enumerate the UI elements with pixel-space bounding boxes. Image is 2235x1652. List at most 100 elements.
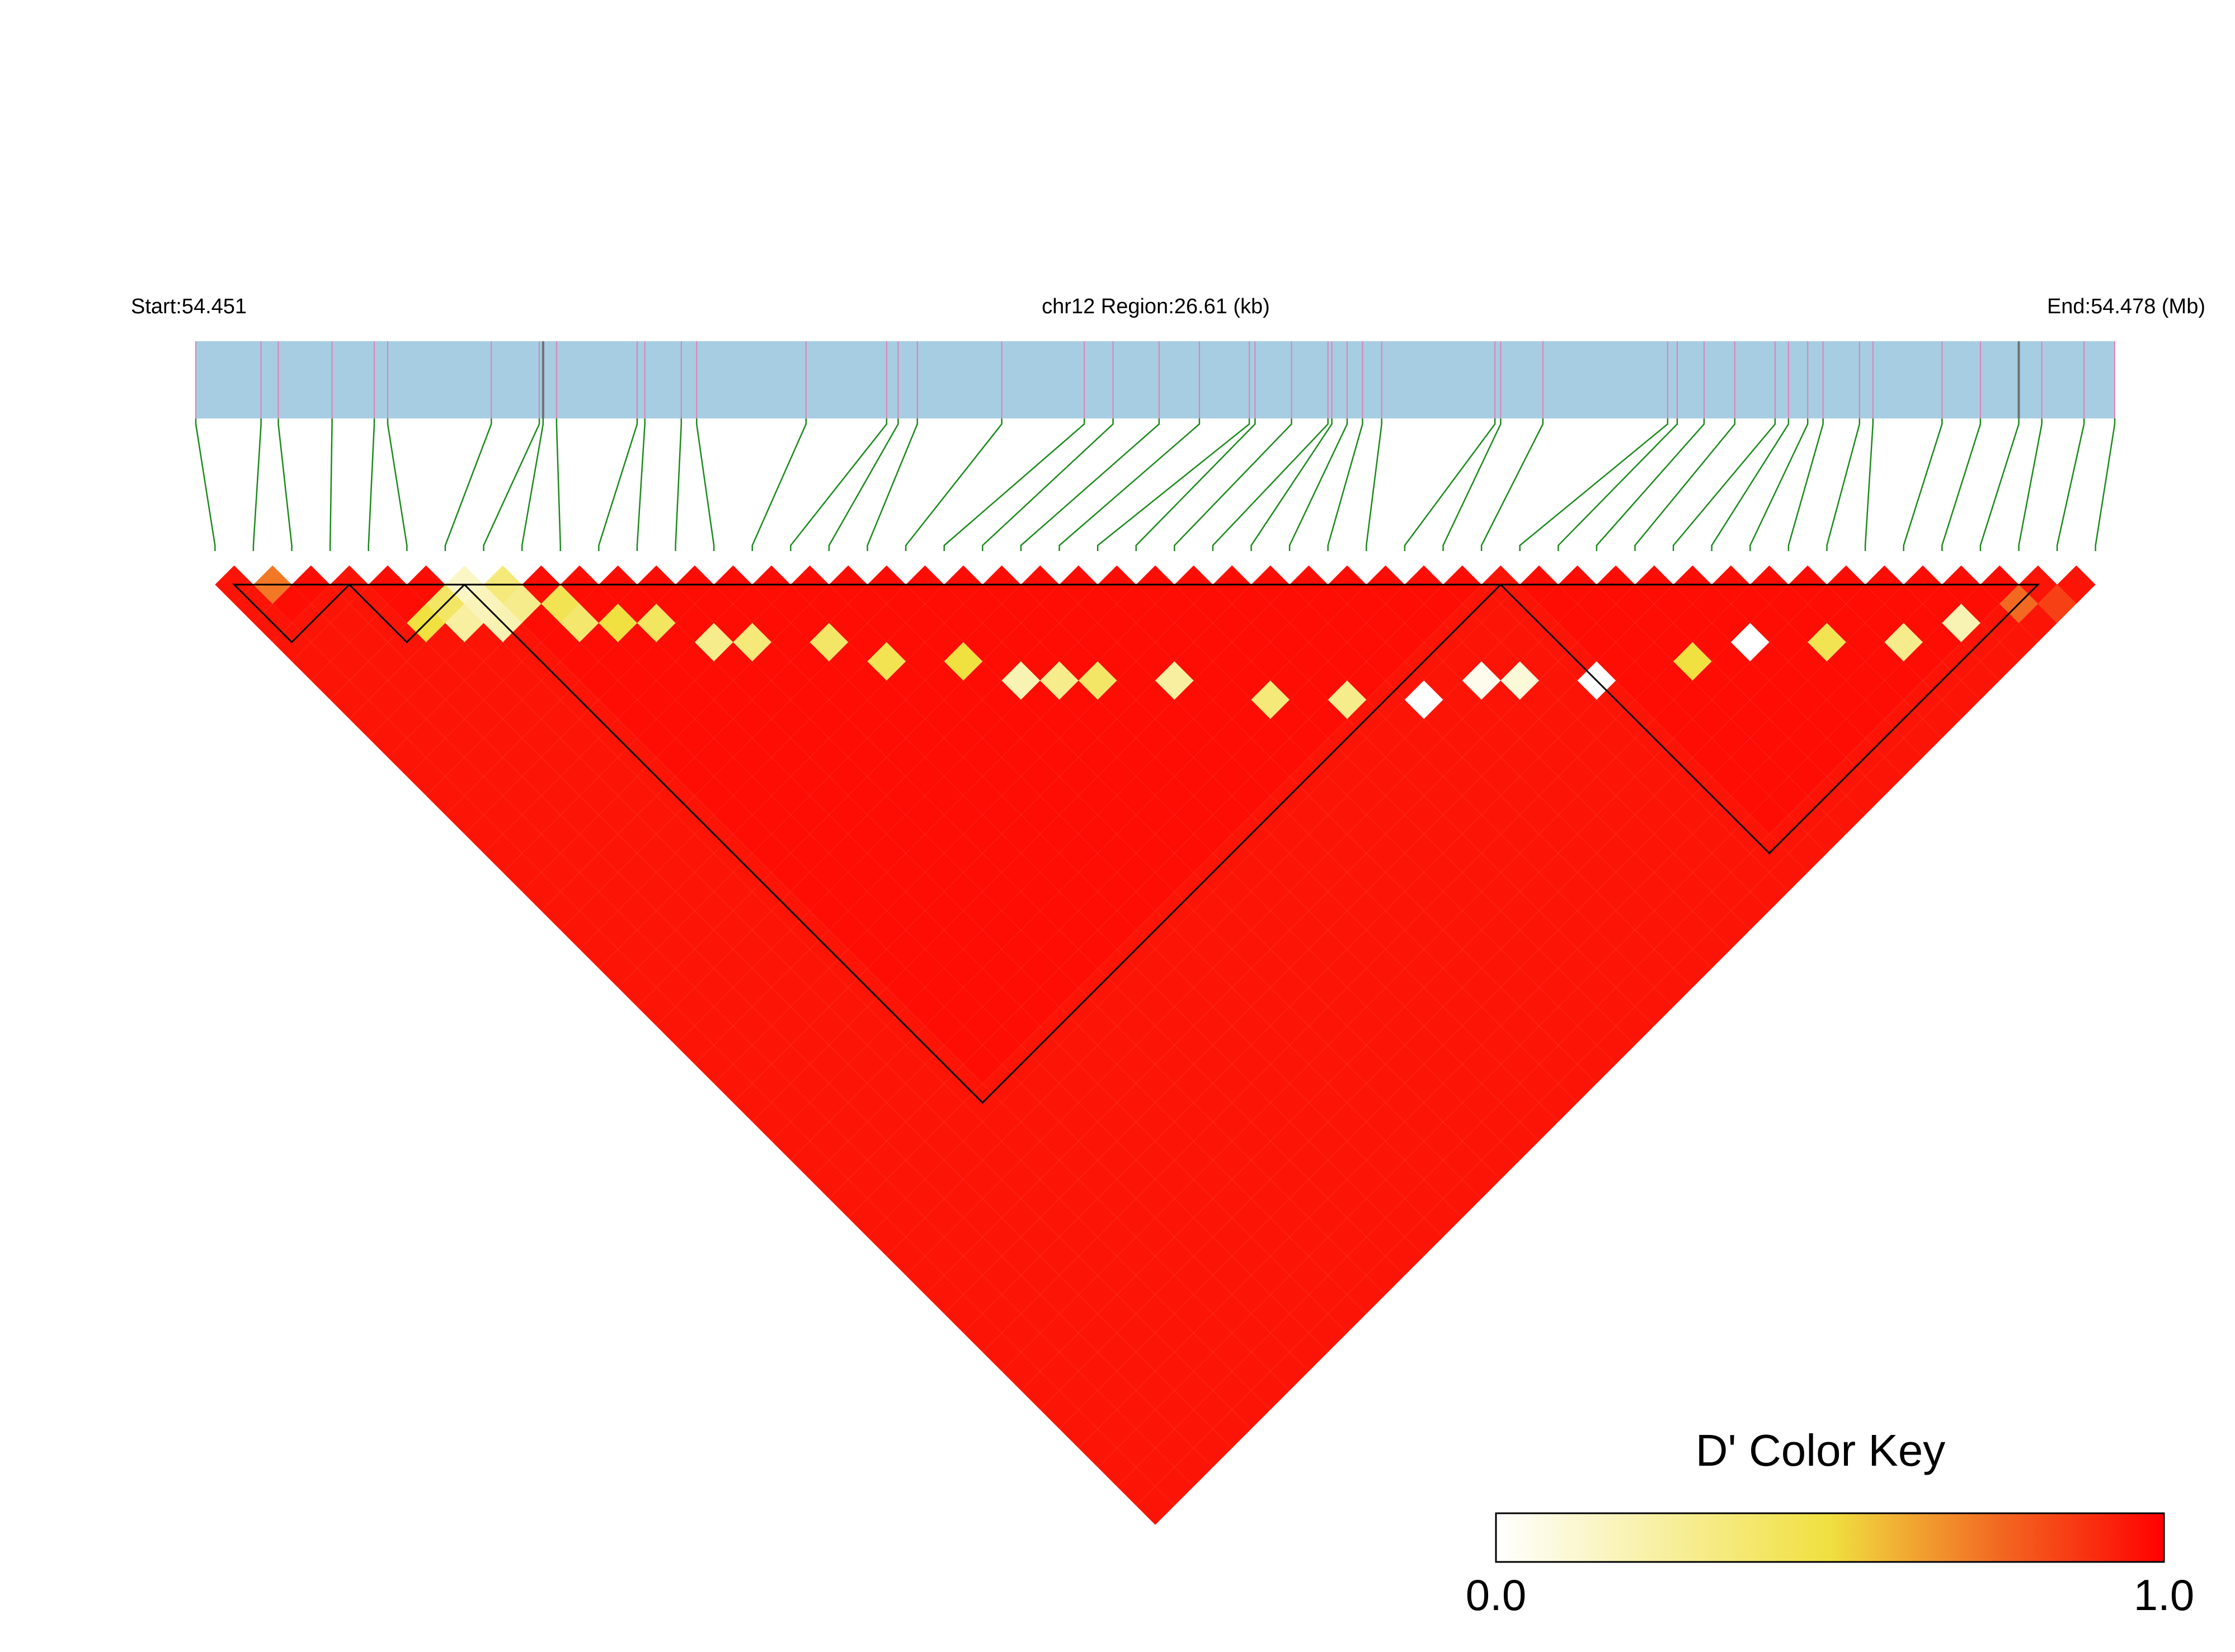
color-key-title: D' Color Key xyxy=(1696,1425,1946,1475)
snp-connector xyxy=(1366,418,1382,551)
ld-cell xyxy=(810,1006,849,1046)
ld-cell xyxy=(1347,661,1386,700)
ld-cell xyxy=(1769,699,1808,738)
ld-cell xyxy=(1616,585,1654,623)
ld-cell xyxy=(1155,968,1194,1007)
ld-cell xyxy=(1443,719,1482,757)
ld-cell xyxy=(1347,815,1386,854)
ld-cell xyxy=(675,680,714,719)
ld-cell xyxy=(1001,1198,1041,1237)
ld-cell xyxy=(1251,604,1290,642)
ld-cell xyxy=(1040,1237,1079,1276)
ld-cell xyxy=(1290,1217,1328,1256)
ld-cell xyxy=(1443,1025,1482,1065)
ld-cell xyxy=(675,642,714,681)
ld-cell xyxy=(1519,680,1559,719)
ld-cell xyxy=(1731,585,1770,623)
ld-cell xyxy=(1635,604,1674,642)
ld-cell xyxy=(1827,642,1866,681)
ld-cell xyxy=(1117,1237,1155,1276)
snp-connector xyxy=(556,418,561,551)
ld-cell xyxy=(1136,987,1175,1026)
ld-cell xyxy=(1903,642,1942,681)
snp-connector xyxy=(751,418,807,551)
ld-cell xyxy=(1212,642,1251,681)
color-key-min-label: 0.0 xyxy=(1466,1570,1526,1620)
ld-cell xyxy=(1290,719,1328,757)
snp-connector xyxy=(2056,418,2085,551)
ld-cell xyxy=(1347,738,1386,776)
ld-cell xyxy=(1309,1045,1347,1084)
ld-cell xyxy=(1136,680,1175,719)
ld-cell xyxy=(1500,776,1539,815)
ld-cell xyxy=(1155,623,1194,662)
ld-cell xyxy=(867,719,906,757)
ld-cell xyxy=(963,585,1002,623)
ld-cell xyxy=(982,1333,1021,1372)
ld-cell xyxy=(1731,738,1770,776)
ld-cell xyxy=(330,680,369,719)
ld-cell xyxy=(675,757,714,796)
ld-cell xyxy=(1539,891,1578,930)
ld-cell xyxy=(368,719,407,757)
ld-cell xyxy=(1078,1352,1117,1391)
ld-cell xyxy=(1001,661,1041,700)
ld-cell xyxy=(1212,796,1251,834)
ld-cell xyxy=(1808,661,1846,700)
ld-cell xyxy=(1711,872,1751,911)
ld-cell xyxy=(1290,1103,1328,1141)
snp-connector xyxy=(943,418,1085,551)
ld-cell xyxy=(1596,949,1635,988)
ld-cell xyxy=(1098,1179,1136,1218)
ld-cell xyxy=(1098,911,1136,949)
snp-connector xyxy=(1250,418,1333,551)
ld-cell xyxy=(1385,853,1424,892)
ld-cell xyxy=(771,853,810,892)
ld-cell xyxy=(1098,1295,1136,1333)
ld-cell xyxy=(1539,1045,1578,1084)
ld-cell xyxy=(580,853,618,892)
ld-cell xyxy=(1212,680,1251,719)
ld-cell xyxy=(1673,604,1712,642)
ld-cell xyxy=(1827,680,1866,719)
ld-cell xyxy=(982,1217,1021,1256)
ld-cell xyxy=(580,623,618,662)
ld-cell xyxy=(1923,585,1961,623)
ld-cell xyxy=(810,623,849,662)
ld-cell xyxy=(963,853,1002,892)
ld-cell xyxy=(963,699,1002,738)
ld-cell xyxy=(1577,738,1616,776)
ld-cell xyxy=(1711,757,1751,796)
ld-cell xyxy=(1001,699,1041,738)
ld-cell xyxy=(1519,642,1559,681)
ld-cell xyxy=(714,911,752,949)
ld-cell xyxy=(1309,1160,1347,1199)
ld-cell xyxy=(1500,623,1539,662)
ld-cell xyxy=(618,968,657,1007)
ld-cell xyxy=(848,1122,887,1160)
ld-cell xyxy=(1347,623,1386,662)
ld-cell xyxy=(1098,1103,1136,1141)
ld-cell xyxy=(580,661,618,700)
ld-cell xyxy=(867,1217,906,1256)
ld-cell xyxy=(1500,1083,1539,1122)
ld-cell xyxy=(1424,930,1462,968)
ld-cell xyxy=(1059,680,1098,719)
ld-cell xyxy=(1059,642,1098,681)
snp-connector xyxy=(1327,418,1363,551)
ld-cell xyxy=(1078,1237,1117,1276)
ld-cell xyxy=(1539,853,1578,892)
ld-cell xyxy=(1098,1256,1136,1295)
ld-cell xyxy=(1193,661,1232,700)
ld-cell xyxy=(1923,699,1961,738)
ld-cell xyxy=(1500,1045,1539,1084)
ld-cell xyxy=(388,738,426,776)
ld-cell xyxy=(1328,1064,1367,1103)
ld-cell xyxy=(1251,642,1290,681)
ld-cell xyxy=(1136,949,1175,988)
ld-cell xyxy=(963,1006,1002,1046)
ld-cell xyxy=(1290,1179,1328,1218)
ld-cell xyxy=(1404,1064,1443,1103)
ld-cell xyxy=(1098,1025,1136,1065)
ld-cell xyxy=(886,1122,925,1160)
